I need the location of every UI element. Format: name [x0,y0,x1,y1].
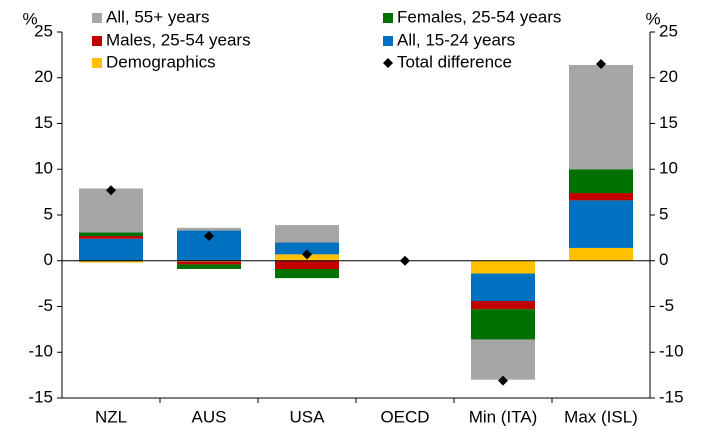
y2-axis-label: % [645,9,660,28]
legend-label: Females, 25-54 years [397,7,561,26]
bar-segment [79,260,143,263]
y-tick-label: 20 [34,67,53,86]
bar-segment [569,247,633,261]
bar-segment [275,260,339,269]
legend-swatch [92,58,102,68]
y-axis-label: % [22,9,37,28]
y-tick-label: 10 [34,159,53,178]
y2-tick-label: 25 [659,21,678,40]
bar-segment [569,200,633,248]
y2-tick-label: 0 [659,250,668,269]
y2-tick-label: 20 [659,67,678,86]
bar-segment [79,238,143,261]
y2-tick-label: -10 [659,342,684,361]
legend-swatch [383,13,393,23]
bar-segment [471,301,535,310]
total-marker [498,375,508,386]
y2-tick-label: -15 [659,387,684,406]
legend-swatch [92,13,102,23]
bar-segment [471,273,535,302]
y-tick-label: 5 [44,204,53,223]
bar-segment [471,260,535,274]
bar-segment [569,169,633,194]
bar-segment [79,188,143,233]
bar-segment [79,236,143,239]
bar-segment [79,232,143,237]
y-tick-label: 15 [34,113,53,132]
x-tick-label: AUS [192,407,227,426]
legend-swatch [383,36,393,46]
total-marker [400,255,410,266]
legend-label: All, 55+ years [106,7,209,26]
y-tick-label: -15 [28,387,53,406]
legend-label: Males, 25-54 years [106,30,251,49]
total-marker [106,185,116,196]
x-tick-label: OECD [380,407,429,426]
bar-segment [275,242,339,255]
legend-label: All, 15-24 years [397,30,515,49]
x-tick-label: Max (ISL) [564,407,638,426]
legend-swatch [92,36,102,46]
y2-tick-label: 15 [659,113,678,132]
total-marker [302,249,312,260]
y-tick-label: -10 [28,342,53,361]
legend-label: Total difference [397,52,512,71]
legend-label: Demographics [106,52,216,71]
bar-segment [177,261,241,265]
bar-segment [471,339,535,380]
y2-tick-label: 5 [659,204,668,223]
bar-segment [177,227,241,231]
x-tick-label: NZL [95,407,127,426]
bar-segment [569,64,633,170]
y2-tick-label: -5 [659,296,674,315]
bar-segment [569,193,633,201]
y-tick-label: 0 [44,250,53,269]
bar-segment [471,309,535,340]
y-tick-label: -5 [38,296,53,315]
y-tick-label: 25 [34,21,53,40]
bar-segment [177,264,241,269]
x-tick-label: USA [290,407,326,426]
total-marker [596,59,606,70]
legend-marker [383,58,393,68]
bar-segment [275,268,339,279]
bar-segment [275,225,339,243]
x-tick-label: Min (ITA) [469,407,538,426]
y2-tick-label: 10 [659,159,678,178]
total-marker [204,231,214,242]
